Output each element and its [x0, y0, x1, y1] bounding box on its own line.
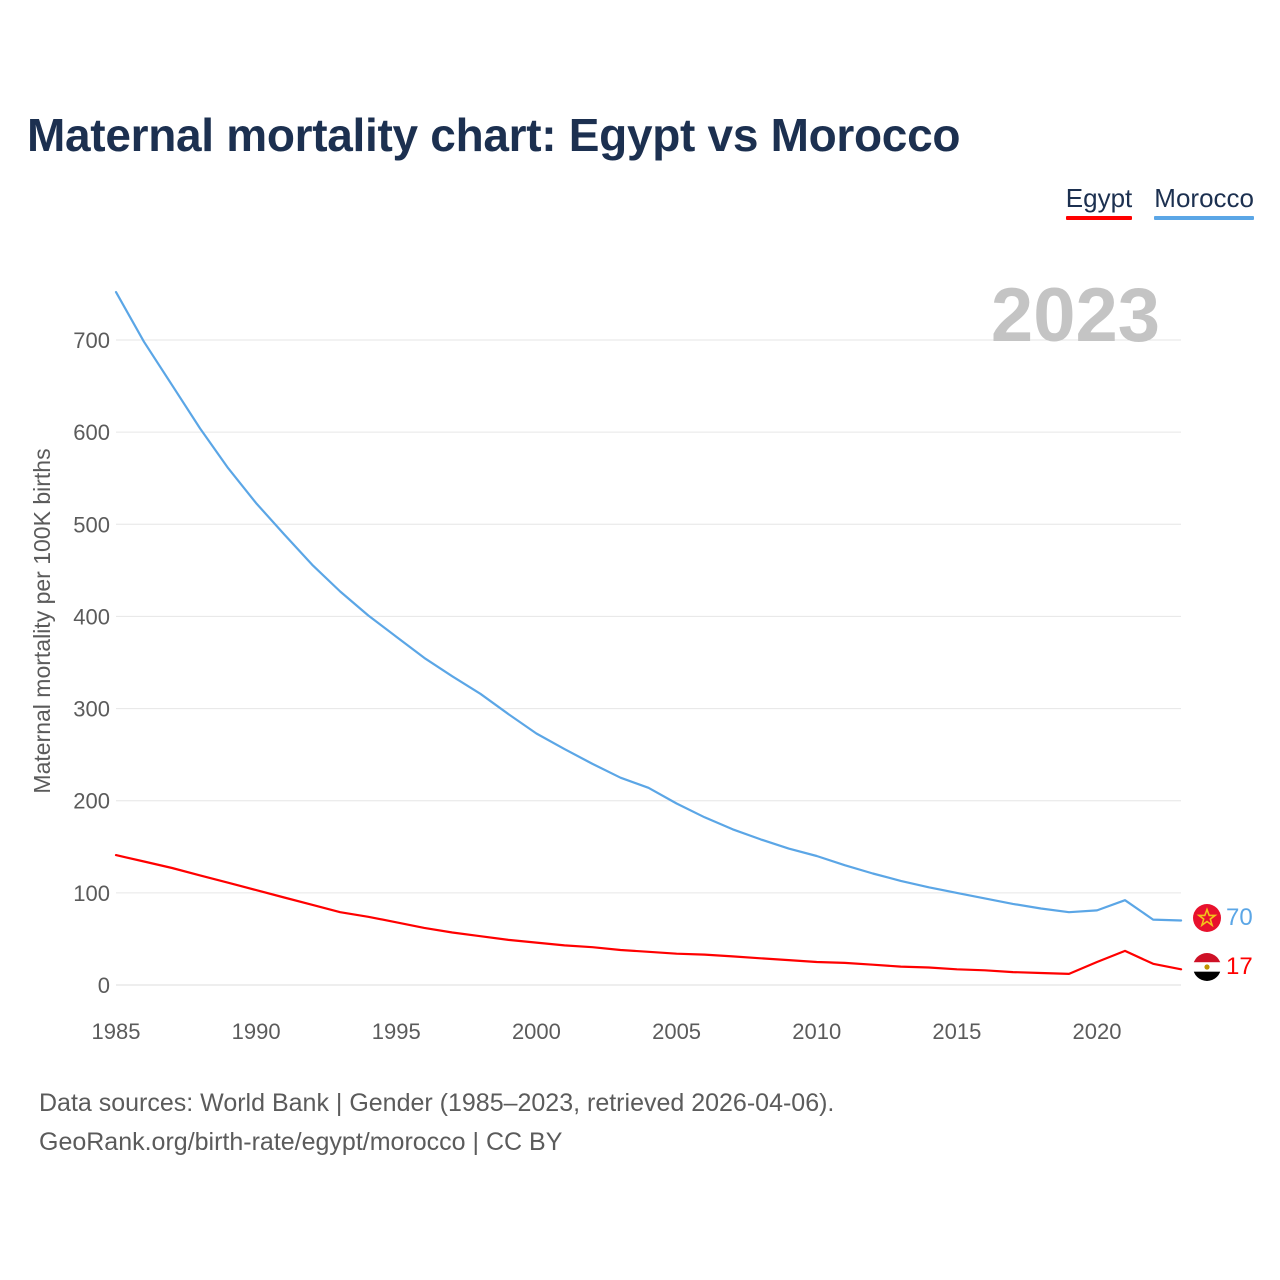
y-tick-label: 600: [73, 420, 110, 445]
footer: Data sources: World Bank | Gender (1985–…: [39, 1084, 834, 1162]
x-tick-label: 2005: [652, 1019, 701, 1044]
footer-source: Data sources: World Bank | Gender (1985–…: [39, 1089, 835, 1117]
egypt-end-value: 17: [1226, 953, 1253, 980]
chart-title: Maternal mortality chart: Egypt vs Moroc…: [27, 109, 961, 161]
egypt-flag-icon: [1193, 953, 1221, 981]
gridlines: [116, 339, 1181, 986]
y-tick-label: 200: [73, 789, 110, 814]
series-line-egypt: [114, 853, 1183, 976]
egypt-end-marker: [1193, 953, 1221, 981]
y-axis-title: Maternal mortality per 100K births: [29, 448, 55, 793]
legend-label-egypt: Egypt: [1065, 183, 1133, 213]
line-chart: 0 100 200 300 400 500 600 700 1985 1990 1995 2000 2…: [29, 273, 1253, 1044]
series-line-morocco: [114, 291, 1183, 922]
legend-swatch-morocco: [1154, 216, 1254, 220]
legend-item-morocco[interactable]: Morocco: [1154, 183, 1254, 220]
legend: Egypt Morocco: [1065, 183, 1254, 220]
x-tick-label: 1990: [232, 1019, 281, 1044]
y-axis: 0 100 200 300 400 500 600 700: [73, 328, 110, 998]
x-tick-label: 2010: [792, 1019, 841, 1044]
morocco-end-value: 70: [1226, 904, 1253, 931]
y-tick-label: 700: [73, 328, 110, 353]
legend-label-morocco: Morocco: [1154, 183, 1254, 213]
x-tick-label: 1985: [92, 1019, 141, 1044]
end-markers: 70 17: [1193, 904, 1253, 981]
x-tick-label: 2020: [1073, 1019, 1122, 1044]
y-tick-label: 100: [73, 881, 110, 906]
legend-swatch-egypt: [1065, 216, 1133, 220]
x-tick-label: 2015: [932, 1019, 981, 1044]
x-tick-label: 2000: [512, 1019, 561, 1044]
footer-credit: GeoRank.org/birth-rate/egypt/morocco | C…: [39, 1128, 563, 1156]
morocco-end-marker: [1193, 904, 1221, 932]
x-axis: 1985 1990 1995 2000 2005 2010 2015 2020: [92, 1019, 1122, 1044]
morocco-flag-icon: [1193, 904, 1221, 932]
y-tick-label: 300: [73, 697, 110, 722]
y-tick-label: 500: [73, 512, 110, 537]
legend-item-egypt[interactable]: Egypt: [1065, 183, 1133, 220]
y-tick-label: 0: [98, 973, 110, 998]
series-lines: [114, 291, 1183, 976]
y-tick-label: 400: [73, 604, 110, 629]
year-watermark: 2023: [991, 273, 1160, 358]
x-tick-label: 1995: [372, 1019, 421, 1044]
